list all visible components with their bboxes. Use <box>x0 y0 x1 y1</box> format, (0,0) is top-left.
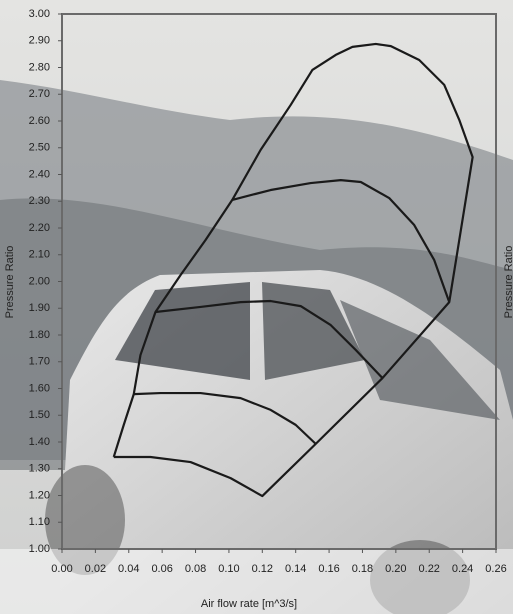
background-photo <box>0 0 513 614</box>
y-tick-label: 1.50 <box>29 409 50 421</box>
y-tick-label: 2.90 <box>29 35 50 47</box>
x-tick-label: 0.10 <box>218 563 239 575</box>
y-tick-label: 2.00 <box>29 275 50 287</box>
y-tick-label: 1.30 <box>29 463 50 475</box>
x-tick-label: 0.20 <box>385 563 406 575</box>
x-tick-label: 0.16 <box>318 563 339 575</box>
y-axis-label: Pressure Ratio <box>4 246 16 319</box>
y2-axis-label: Pressure Ratio <box>503 246 513 319</box>
y-tick-label: 1.20 <box>29 489 50 501</box>
y-tick-label: 1.90 <box>29 302 50 314</box>
x-tick-label: 0.14 <box>285 563 306 575</box>
x-tick-label: 0.08 <box>185 563 206 575</box>
y-tick-label: 1.80 <box>29 329 50 341</box>
y-tick-label: 1.00 <box>29 543 50 555</box>
x-tick-label: 0.06 <box>151 563 172 575</box>
y-tick-label: 2.80 <box>29 61 50 73</box>
y-tick-label: 1.40 <box>29 436 50 448</box>
x-tick-label: 0.02 <box>85 563 106 575</box>
x-tick-label: 0.26 <box>485 563 506 575</box>
x-axis-label: Air flow rate [m^3/s] <box>201 598 297 610</box>
y-tick-label: 2.50 <box>29 142 50 154</box>
x-tick-label: 0.18 <box>352 563 373 575</box>
y-tick-label: 1.10 <box>29 516 50 528</box>
chart: Pressure Ratio Pressure Ratio Air flow r… <box>0 0 513 614</box>
y-tick-label: 2.20 <box>29 222 50 234</box>
x-tick-label: 0.24 <box>452 563 473 575</box>
x-tick-label: 0.22 <box>419 563 440 575</box>
y-tick-label: 2.60 <box>29 115 50 127</box>
y-tick-label: 1.60 <box>29 382 50 394</box>
x-tick-label: 0.04 <box>118 563 139 575</box>
x-tick-label: 0.12 <box>252 563 273 575</box>
y-tick-label: 1.70 <box>29 356 50 368</box>
y-tick-label: 2.10 <box>29 249 50 261</box>
y-tick-label: 2.30 <box>29 195 50 207</box>
x-tick-label: 0.00 <box>51 563 72 575</box>
y-tick-label: 2.40 <box>29 168 50 180</box>
y-tick-label: 3.00 <box>29 8 50 20</box>
y-tick-label: 2.70 <box>29 88 50 100</box>
